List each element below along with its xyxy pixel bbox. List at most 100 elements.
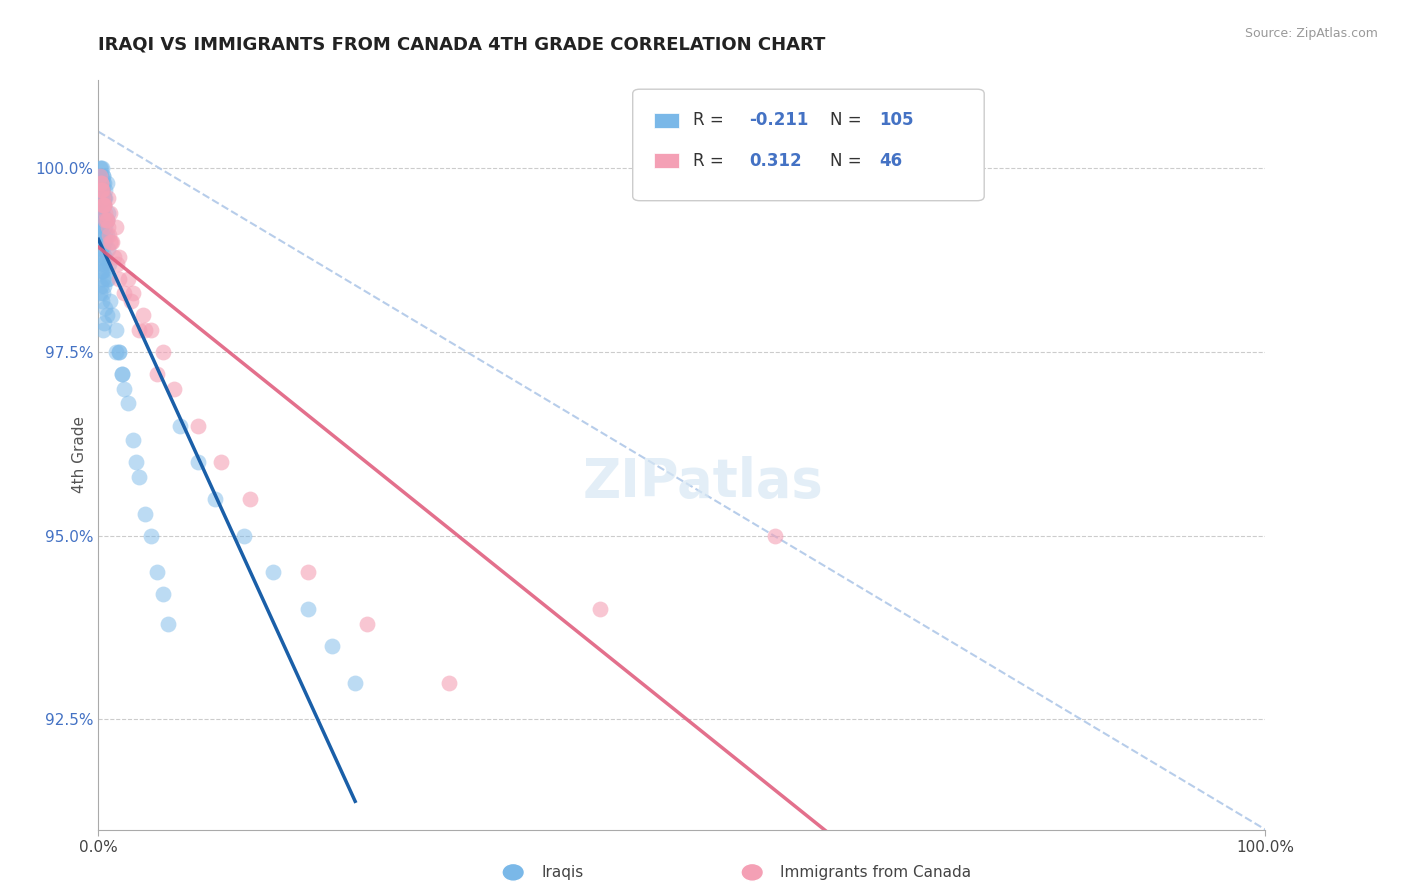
- Point: [356, 616, 378, 631]
- Point: [90, 184, 112, 198]
- Point: [117, 271, 139, 285]
- Point: [96, 271, 118, 285]
- Point: [111, 367, 134, 381]
- Point: [97, 205, 120, 219]
- Point: [90, 279, 112, 293]
- Point: [101, 309, 124, 323]
- Point: [93, 191, 115, 205]
- Point: [90, 176, 112, 190]
- Point: [96, 212, 118, 227]
- Point: [103, 250, 125, 264]
- Point: [91, 191, 114, 205]
- Y-axis label: 4th Grade: 4th Grade: [72, 417, 87, 493]
- Point: [93, 316, 115, 330]
- Point: [589, 602, 612, 616]
- Point: [90, 293, 112, 308]
- Point: [90, 250, 112, 264]
- Point: [90, 184, 112, 198]
- Point: [89, 161, 111, 176]
- Point: [132, 309, 155, 323]
- Point: [321, 639, 343, 653]
- Point: [91, 323, 114, 337]
- Point: [187, 418, 209, 433]
- Point: [90, 161, 112, 176]
- Point: [94, 235, 117, 249]
- Point: [93, 198, 115, 212]
- Point: [89, 205, 111, 219]
- Point: [108, 250, 131, 264]
- Point: [94, 301, 117, 315]
- Point: [90, 264, 112, 278]
- Point: [152, 587, 174, 601]
- Point: [90, 205, 112, 219]
- Point: [90, 169, 112, 183]
- Point: [91, 191, 114, 205]
- Point: [89, 198, 111, 212]
- Point: [90, 184, 112, 198]
- Point: [89, 176, 111, 190]
- Point: [233, 529, 256, 543]
- Point: [105, 257, 128, 271]
- Point: [98, 293, 121, 308]
- Point: [90, 198, 112, 212]
- Point: [89, 176, 111, 190]
- Point: [90, 242, 112, 256]
- Point: [90, 191, 112, 205]
- Point: [101, 235, 124, 249]
- Point: [90, 205, 112, 219]
- Point: [94, 205, 117, 219]
- Point: [96, 309, 118, 323]
- Point: [437, 675, 460, 690]
- Point: [122, 434, 145, 448]
- Point: [93, 198, 115, 212]
- Point: [96, 212, 118, 227]
- Point: [163, 382, 186, 396]
- Point: [112, 286, 135, 301]
- Point: [91, 198, 114, 212]
- Text: R =: R =: [693, 112, 730, 129]
- Point: [90, 235, 112, 249]
- Point: [89, 205, 111, 219]
- Point: [146, 367, 169, 381]
- Point: [97, 227, 120, 242]
- Text: Source: ZipAtlas.com: Source: ZipAtlas.com: [1244, 27, 1378, 40]
- Point: [93, 191, 115, 205]
- Point: [117, 396, 139, 410]
- Point: [93, 250, 115, 264]
- Point: [111, 367, 134, 381]
- Point: [91, 235, 114, 249]
- Point: [94, 212, 117, 227]
- Point: [96, 176, 118, 190]
- Point: [108, 345, 131, 359]
- Point: [91, 212, 114, 227]
- Text: N =: N =: [830, 152, 866, 169]
- Point: [90, 191, 112, 205]
- Point: [108, 271, 131, 285]
- Point: [91, 212, 114, 227]
- Point: [139, 323, 162, 337]
- Point: [90, 184, 112, 198]
- Point: [104, 220, 127, 235]
- Point: [297, 566, 319, 580]
- Point: [90, 169, 112, 183]
- Point: [152, 345, 174, 359]
- Point: [122, 286, 145, 301]
- Point: [90, 212, 112, 227]
- Point: [98, 235, 121, 249]
- Point: [90, 161, 112, 176]
- Point: [90, 184, 112, 198]
- Point: [90, 176, 112, 190]
- Point: [97, 220, 120, 235]
- Point: [98, 205, 121, 219]
- Point: [89, 169, 111, 183]
- Point: [146, 566, 169, 580]
- Text: 46: 46: [879, 152, 901, 169]
- Point: [128, 470, 150, 484]
- Point: [344, 675, 367, 690]
- Point: [90, 198, 112, 212]
- Point: [94, 227, 117, 242]
- Point: [90, 257, 112, 271]
- Point: [94, 191, 117, 205]
- Point: [90, 220, 112, 235]
- Point: [90, 176, 112, 190]
